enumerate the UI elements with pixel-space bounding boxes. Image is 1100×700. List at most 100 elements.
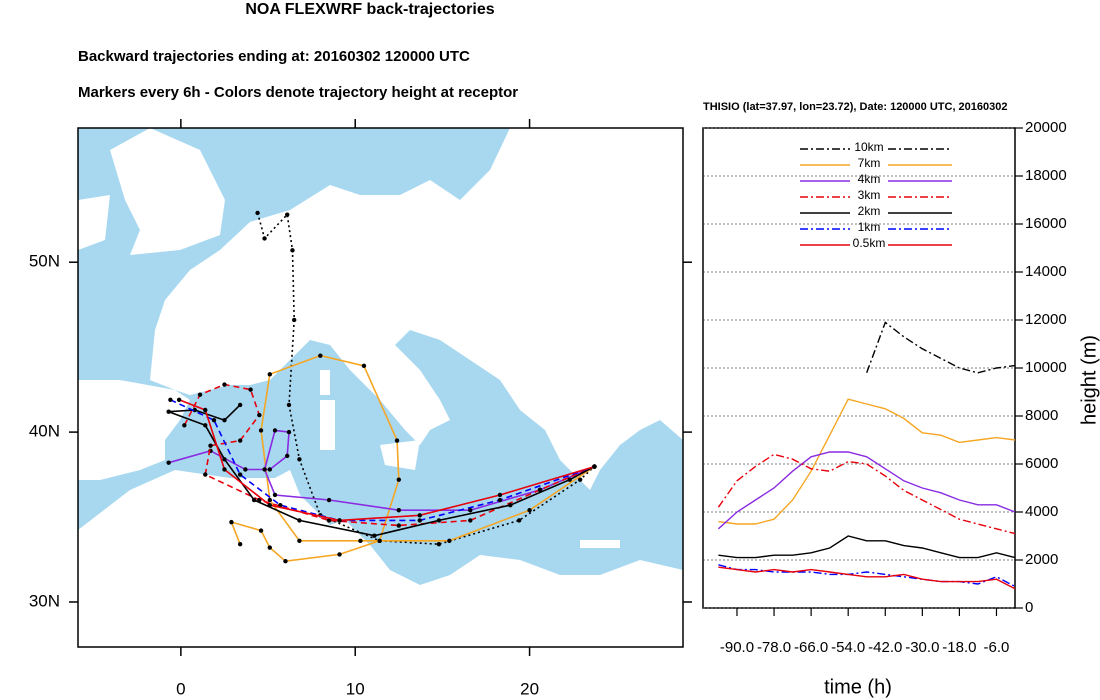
series-line	[866, 321, 1016, 374]
y-tick-label: 20000	[1025, 119, 1067, 136]
trajectory-marker	[417, 518, 422, 523]
x-tick-label: 0	[176, 679, 185, 698]
y-tick-label: 14000	[1025, 263, 1067, 280]
trajectory-marker	[166, 409, 171, 414]
trajectory-marker	[267, 372, 272, 377]
x-tick-label: -30.0	[905, 639, 939, 656]
series-line	[718, 398, 1016, 525]
trajectory-marker	[286, 402, 292, 408]
y-tick-label: 12000	[1025, 311, 1067, 328]
trajectory-marker	[267, 545, 272, 550]
trajectory-marker	[358, 538, 363, 544]
trajectory-marker	[182, 423, 187, 428]
y-tick-label: 0	[1025, 599, 1033, 616]
chart-title: THISIO (lat=37.97, lon=23.72), Date: 120…	[703, 101, 1008, 113]
land	[78, 128, 683, 647]
trajectory-marker	[417, 513, 422, 518]
series-line	[717, 451, 1016, 530]
y-tick-label: 50N	[29, 252, 60, 271]
trajectory-marker	[396, 523, 402, 528]
trajectory-marker	[326, 497, 332, 503]
trajectory-marker	[262, 467, 267, 472]
trajectory-marker	[272, 428, 278, 433]
x-tick-label: -78.0	[757, 639, 791, 656]
trajectory	[178, 399, 595, 522]
trajectory-marker	[377, 538, 382, 544]
x-tick-label: -42.0	[868, 639, 902, 656]
trajectory-marker	[243, 467, 248, 472]
trajectory-marker	[297, 538, 302, 544]
x-tick-label: -6.0	[984, 639, 1010, 656]
trajectory-marker	[436, 542, 442, 547]
trajectory-marker	[283, 559, 288, 564]
trajectory-marker	[203, 472, 208, 477]
trajectory-marker	[318, 353, 323, 358]
trajectory-marker	[222, 457, 227, 462]
trajectory-marker	[497, 497, 503, 503]
y-tick-label: 2000	[1025, 551, 1058, 568]
x-axis-title: time (h)	[824, 676, 892, 698]
trajectory-marker	[211, 418, 217, 423]
trajectory-marker	[168, 397, 173, 403]
x-tick-label: -90.0	[720, 639, 754, 656]
trajectory-marker	[285, 212, 290, 217]
trajectory-marker	[255, 210, 260, 216]
trajectory-marker	[222, 418, 227, 423]
series-line	[718, 566, 1016, 590]
legend-label: 0.5km	[853, 236, 886, 250]
trajectory-marker	[267, 497, 272, 503]
legend-label: 2km	[858, 204, 881, 218]
trajectory-marker	[290, 248, 295, 253]
chart-title: NOA FLEXWRF back-trajectories	[245, 1, 494, 18]
trajectory-marker	[436, 518, 442, 523]
trajectory-marker	[267, 502, 272, 508]
x-tick-label: 20	[520, 679, 539, 698]
trajectory-marker	[337, 518, 342, 523]
trajectory-marker	[396, 477, 402, 482]
subtitle: Backward trajectories ending at: 2016030…	[78, 48, 470, 65]
trajectory-marker	[166, 460, 171, 465]
trajectory-marker	[285, 453, 290, 459]
trajectory-marker	[537, 487, 543, 493]
trajectory-marker	[592, 464, 597, 469]
trajectory-marker	[286, 429, 292, 435]
trajectory-marker	[222, 382, 227, 387]
legend-label: 10km	[854, 140, 883, 154]
legend-label: 1km	[858, 220, 881, 234]
x-tick-label: -18.0	[942, 639, 976, 656]
trajectory-marker	[291, 317, 297, 323]
trajectory-marker	[394, 438, 400, 443]
trajectory-marker	[272, 492, 278, 498]
trajectories	[166, 210, 597, 564]
trajectory-marker	[497, 492, 503, 498]
trajectory-marker	[468, 508, 473, 513]
series-line	[718, 535, 1016, 559]
trajectory-marker	[262, 236, 267, 241]
trajectory-marker	[258, 528, 264, 533]
trajectory	[183, 383, 595, 527]
y-tick-label: 30N	[29, 591, 60, 610]
y-axis-title: height (m)	[1078, 335, 1100, 425]
trajectory-marker	[237, 542, 243, 547]
trajectory-marker	[208, 443, 213, 448]
trajectory-marker	[278, 502, 283, 508]
x-tick-label: 10	[346, 679, 365, 698]
map-frame	[77, 127, 684, 648]
trajectory-marker	[203, 407, 208, 413]
y-tick-label: 16000	[1025, 215, 1067, 232]
trajectory-marker	[577, 477, 583, 482]
trajectory-marker	[516, 518, 522, 523]
trajectory-marker	[396, 508, 402, 513]
trajectory-marker	[297, 457, 302, 462]
y-tick-label: 6000	[1025, 455, 1058, 472]
trajectory-marker	[527, 508, 532, 513]
trajectory-marker	[372, 533, 377, 538]
trajectory-marker	[237, 438, 243, 443]
trajectory-marker	[258, 428, 264, 433]
x-tick-label: -66.0	[794, 639, 828, 656]
note: Markers every 6h - Colors denote traject…	[78, 84, 518, 101]
series-line	[717, 453, 1016, 535]
trajectory-marker	[237, 402, 243, 408]
legend-label: 3km	[858, 188, 881, 202]
